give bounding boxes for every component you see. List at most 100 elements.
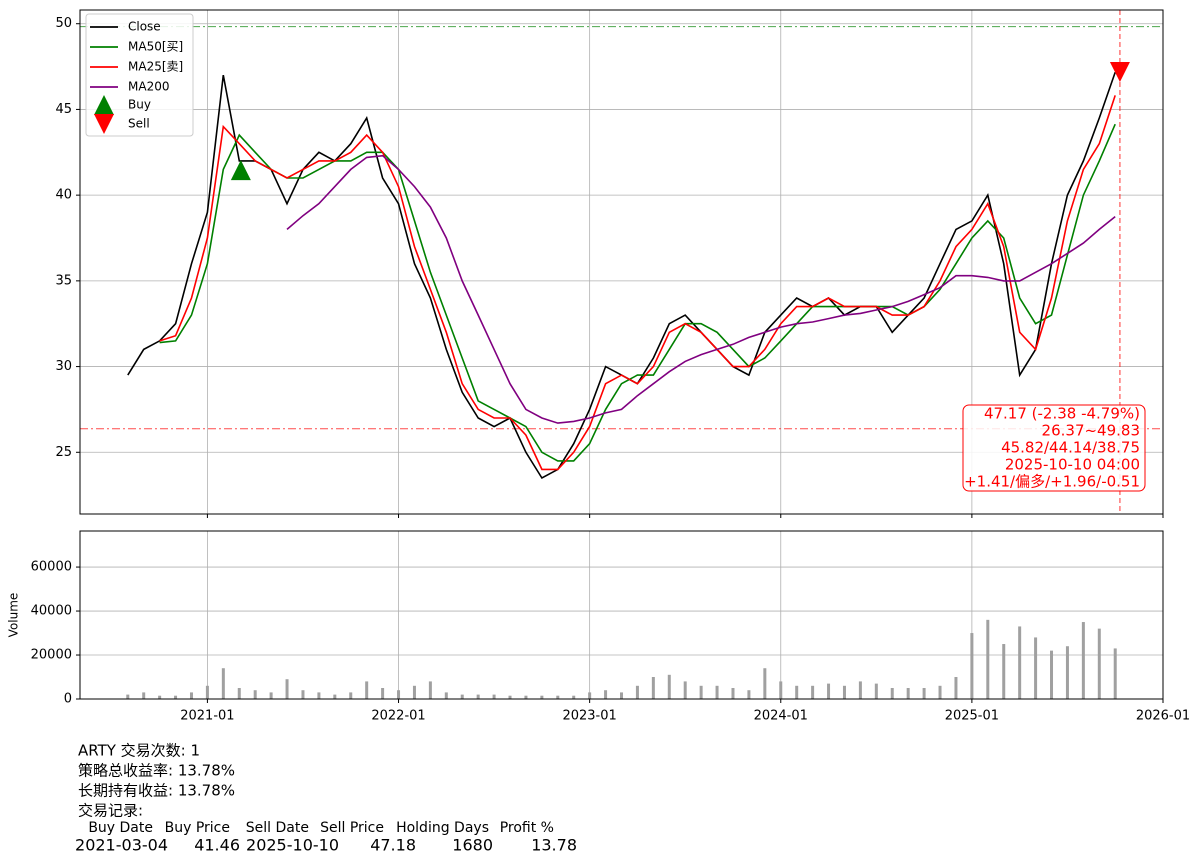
volume-bar [1018,626,1022,699]
volume-bar [842,685,846,699]
volume-bar [174,695,178,699]
volume-bar [938,685,942,699]
report-line: ARTY 交易次数: 1 [78,742,200,760]
legend-label: Close [128,20,161,34]
x-tick-label: 2023-01 [562,709,616,724]
table-header: Holding Days [396,820,489,836]
report-line: 策略总收益率: 13.78% [78,762,235,780]
volume-bar [1081,622,1085,699]
volume-bar [540,695,544,699]
volume-bar [811,685,815,699]
annotation-box [962,404,1146,492]
table-header: Profit % [500,820,554,836]
y-axis-label: Volume [7,593,21,638]
price-line [286,154,1116,424]
volume-bar [986,619,990,699]
table-header: Sell Date [246,820,309,836]
legend-label: Buy [128,98,151,112]
volume-bar [620,692,623,699]
y-tick-label: 35 [55,273,72,288]
table-header: Sell Price [320,820,384,836]
trade-marker [1109,62,1130,83]
volume-bar [1065,646,1069,699]
volume-bar [874,683,878,699]
volume-bar [890,688,894,699]
volume-bar [683,681,687,699]
volume-bar [205,685,209,699]
volume-bar [827,683,831,699]
volume-bar [460,694,464,699]
volume-bar [795,685,799,699]
volume-bar [588,692,592,699]
volume-bar [397,690,401,699]
y-tick-label: 40 [55,188,72,203]
volume-bar [492,694,496,699]
table-cell: 1680 [452,836,493,855]
y-tick-label: 60000 [31,560,72,575]
x-tick-label: 2021-01 [180,709,234,724]
table-cell: 47.18 [370,836,416,855]
legend-label: MA25[卖] [128,60,183,74]
plot-frame [79,9,1164,515]
annotation-text: 2025-10-10 04:00 [1005,456,1140,474]
y-tick-label: 0 [64,692,72,707]
volume-bar [301,690,305,699]
plot-frame [79,530,1164,700]
volume-bar [556,695,560,699]
volume-bar [285,679,289,699]
legend-box [85,13,194,137]
volume-bar [699,685,703,699]
volume-bar [604,690,608,699]
x-tick-label: 2025-01 [945,709,999,724]
volume-bar [158,695,162,699]
volume-bar [970,633,974,699]
volume-bar [221,668,225,699]
volume-bar [476,694,480,699]
x-tick-label: 2026-01 [1136,709,1190,724]
volume-bar [1002,644,1006,699]
x-tick-label: 2022-01 [371,709,425,724]
volume-bar [651,677,655,699]
volume-bar [142,692,146,699]
volume-bar [381,688,385,699]
price-line [159,123,1116,462]
table-header: Buy Price [165,820,230,836]
volume-bar [635,685,639,699]
volume-bar [508,695,512,699]
volume-bar [747,690,751,699]
trade-marker [230,160,251,181]
volume-bar [922,688,926,699]
volume-bar [126,694,130,699]
price-line [159,95,1116,471]
legend-swatch [94,114,114,134]
volume-bar [858,681,862,699]
annotation-text: 26.37~49.83 [1042,422,1140,440]
legend-label: Sell [128,117,150,131]
report-line: 交易记录: [78,802,143,820]
volume-bar [572,695,576,699]
volume-bar [237,688,241,699]
volume-bar [428,681,432,699]
volume-bar [524,695,528,699]
y-tick-label: 40000 [31,604,72,619]
y-tick-label: 20000 [31,648,72,663]
x-tick-label: 2024-01 [754,709,808,724]
volume-bar [444,692,448,699]
volume-bar [253,690,257,699]
annotation-text: +1.41/偏多/+1.96/-0.51 [964,473,1140,491]
y-tick-label: 25 [55,445,72,460]
table-cell: 13.78 [531,836,577,855]
legend-label: MA50[买] [128,40,183,54]
annotation-text: 45.82/44.14/38.75 [1001,439,1140,457]
volume-bar [333,694,337,699]
table-header: Buy Date [88,820,153,836]
volume-bar [763,668,767,699]
volume-bar [779,681,783,699]
legend-label: MA200 [128,80,169,94]
volume-bar [906,688,910,699]
y-tick-label: 45 [55,102,72,117]
volume-bar [412,685,416,699]
report-line: 长期持有收益: 13.78% [78,782,235,800]
volume-bar [667,674,671,699]
